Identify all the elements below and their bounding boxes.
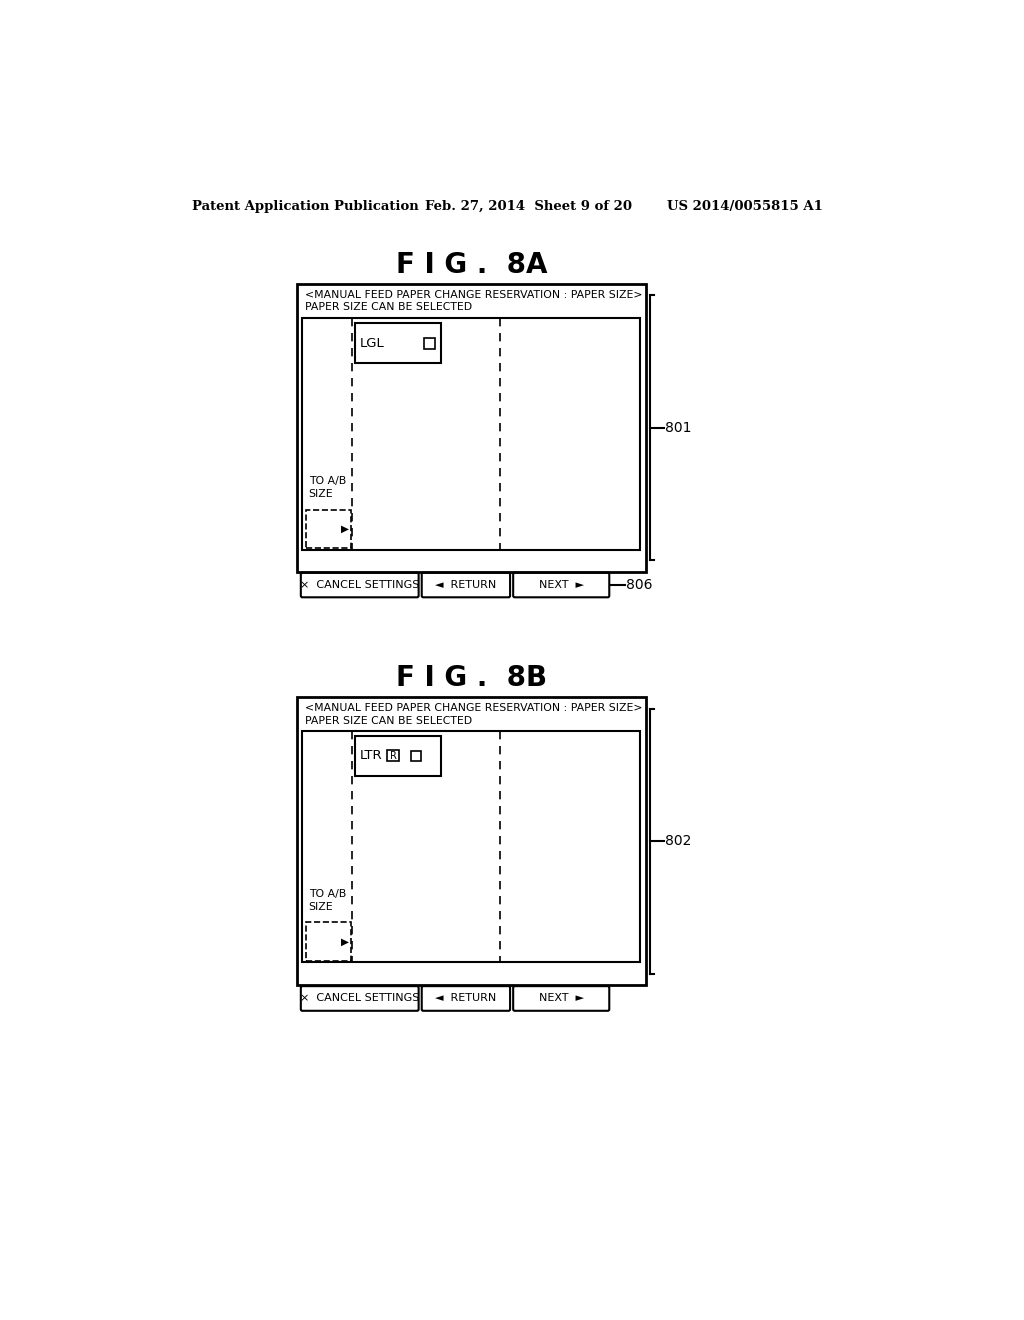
Text: F I G .  8B: F I G . 8B [395, 664, 547, 692]
Bar [302, 318, 640, 549]
Text: NEXT  ►: NEXT ► [539, 579, 584, 590]
Text: ◄  RETURN: ◄ RETURN [435, 579, 497, 590]
Bar [306, 510, 351, 548]
Text: <MANUAL FEED PAPER CHANGE RESERVATION : PAPER SIZE>: <MANUAL FEED PAPER CHANGE RESERVATION : … [305, 704, 642, 713]
Text: 802: 802 [665, 834, 691, 849]
Text: US 2014/0055815 A1: US 2014/0055815 A1 [667, 199, 822, 213]
Text: 806: 806 [627, 578, 653, 591]
Bar [424, 338, 435, 348]
Bar [297, 284, 646, 572]
Bar [297, 697, 646, 985]
Bar [411, 751, 422, 762]
Bar [387, 750, 399, 762]
Bar [354, 737, 441, 776]
Text: ◄  RETURN: ◄ RETURN [435, 994, 497, 1003]
Text: ▶: ▶ [341, 936, 349, 946]
Text: PAPER SIZE CAN BE SELECTED: PAPER SIZE CAN BE SELECTED [305, 302, 472, 312]
Text: PAPER SIZE CAN BE SELECTED: PAPER SIZE CAN BE SELECTED [305, 715, 472, 726]
Bar [354, 323, 441, 363]
Text: <MANUAL FEED PAPER CHANGE RESERVATION : PAPER SIZE>: <MANUAL FEED PAPER CHANGE RESERVATION : … [305, 289, 642, 300]
Bar [302, 730, 640, 962]
Text: LTR: LTR [359, 750, 382, 763]
Text: Patent Application Publication: Patent Application Publication [193, 199, 419, 213]
Text: R: R [390, 751, 396, 760]
Text: TO A/B
SIZE: TO A/B SIZE [308, 890, 346, 912]
Text: Feb. 27, 2014  Sheet 9 of 20: Feb. 27, 2014 Sheet 9 of 20 [425, 199, 632, 213]
Text: LGL: LGL [359, 337, 384, 350]
Text: 801: 801 [665, 421, 691, 434]
Text: ×  CANCEL SETTINGS: × CANCEL SETTINGS [300, 579, 420, 590]
Text: ×  CANCEL SETTINGS: × CANCEL SETTINGS [300, 994, 420, 1003]
Text: ▶: ▶ [341, 524, 349, 533]
Text: NEXT  ►: NEXT ► [539, 994, 584, 1003]
Bar [306, 923, 351, 961]
Text: F I G .  8A: F I G . 8A [395, 251, 547, 279]
Text: TO A/B
SIZE: TO A/B SIZE [308, 477, 346, 499]
